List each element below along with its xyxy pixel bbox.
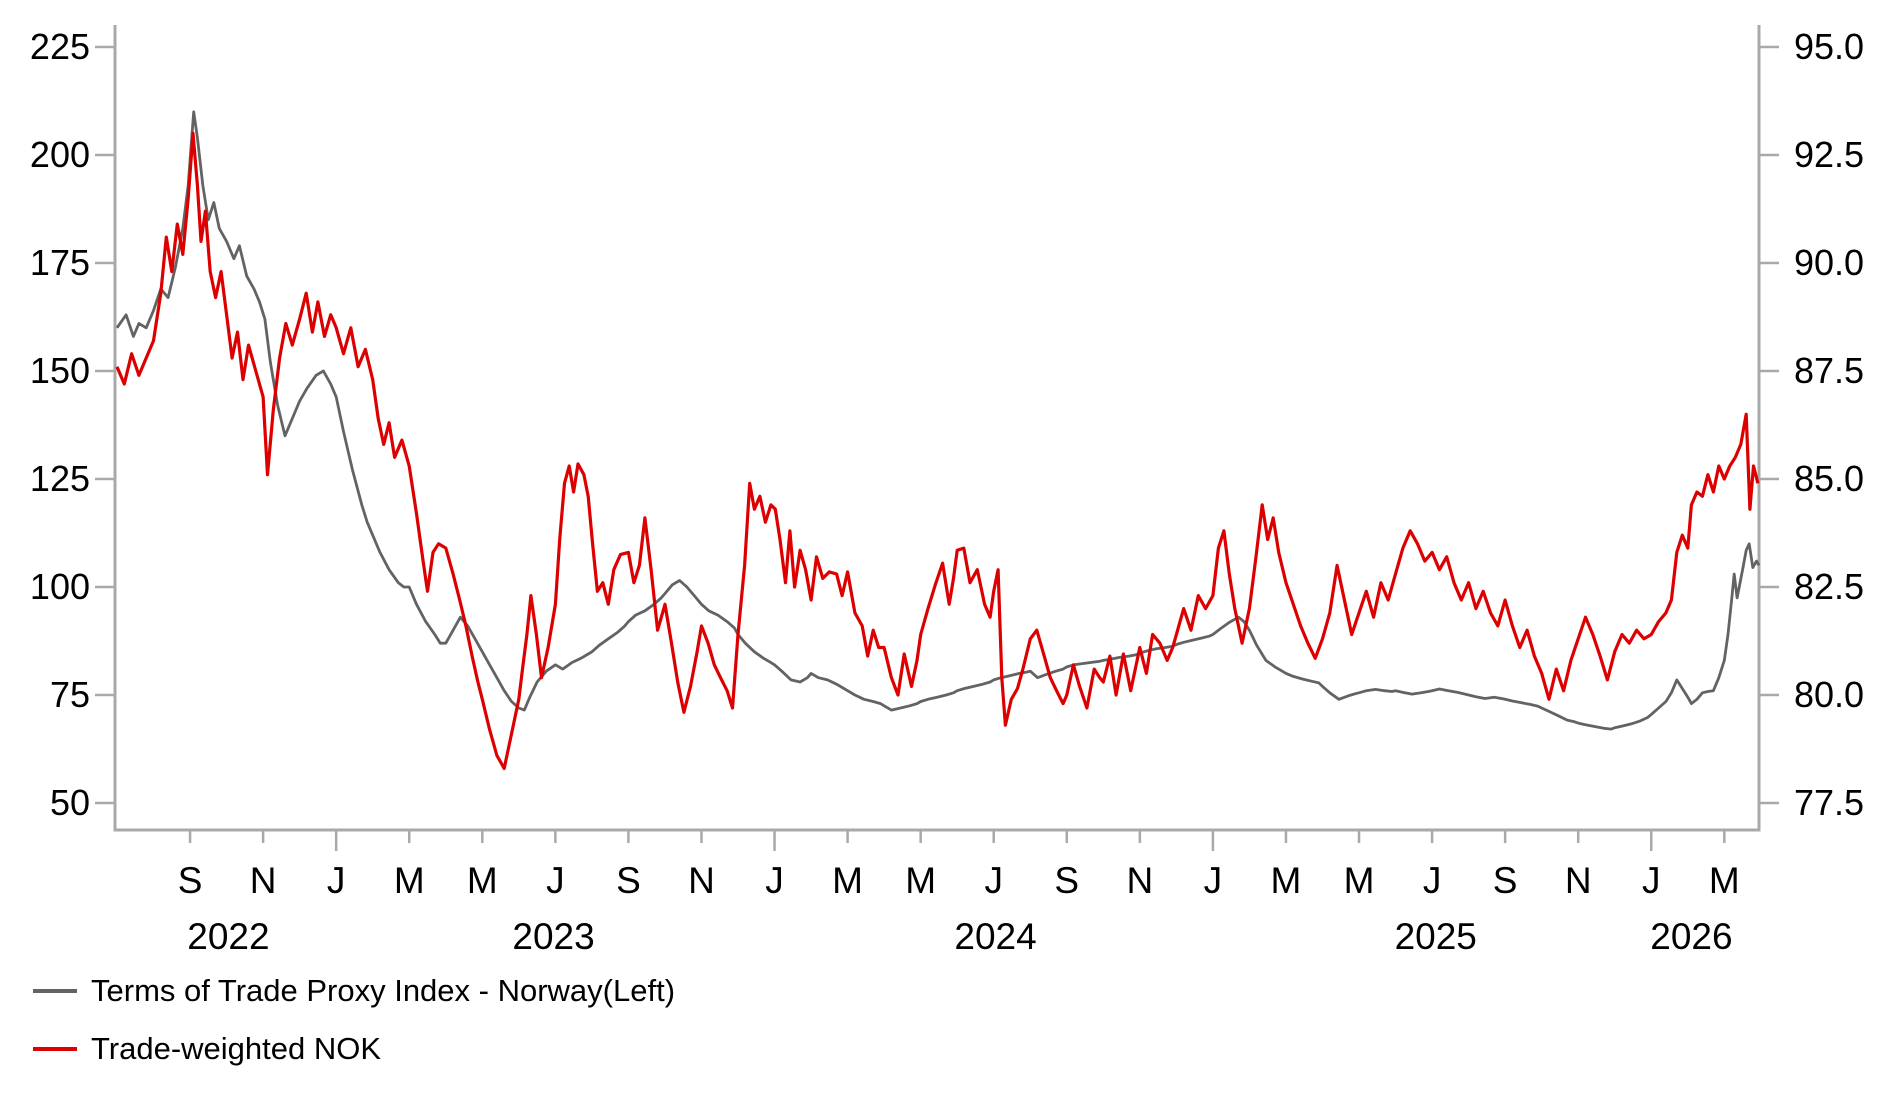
- x-axis-month-label: M: [1708, 860, 1740, 901]
- x-axis-month-label: M: [832, 860, 864, 901]
- left-axis-tick-label: 125: [29, 458, 90, 499]
- left-axis-tick-label: 175: [29, 242, 90, 283]
- right-axis-tick-label: 82.5: [1794, 566, 1865, 607]
- legend-label: Trade-weighted NOK: [91, 1031, 382, 1066]
- left-axis-tick-label: 75: [49, 674, 90, 715]
- legend-item-trade-weighted-nok: Trade-weighted NOK: [33, 1020, 675, 1078]
- series-line-trade-weighted-nok: [115, 131, 1760, 771]
- gray-line-swatch-icon: [33, 989, 77, 993]
- x-axis-month-label: N: [1126, 860, 1154, 901]
- right-axis-tick-label: 85.0: [1794, 458, 1865, 499]
- x-axis-year-label: 2024: [954, 916, 1037, 957]
- series-line-terms-of-trade: [115, 110, 1761, 731]
- x-axis-month-label: J: [546, 860, 565, 901]
- x-axis-year-label: 2023: [512, 916, 595, 957]
- legend-item-terms-of-trade: Terms of Trade Proxy Index - Norway(Left…: [33, 962, 675, 1020]
- x-axis-year-label: 2026: [1650, 916, 1733, 957]
- left-axis-tick-label: 150: [29, 350, 90, 391]
- x-axis-month-label: S: [1054, 860, 1080, 901]
- right-axis-tick-label: 95.0: [1794, 26, 1865, 67]
- legend-label: Terms of Trade Proxy Index - Norway(Left…: [91, 973, 676, 1008]
- x-axis-year-label: 2025: [1394, 916, 1477, 957]
- left-axis-tick-label: 50: [49, 782, 90, 823]
- left-axis-tick-label: 200: [29, 134, 90, 175]
- x-axis-month-label: M: [1343, 860, 1375, 901]
- x-axis-month-label: J: [984, 860, 1003, 901]
- x-axis-month-label: M: [393, 860, 425, 901]
- right-axis-tick-label: 77.5: [1794, 782, 1865, 823]
- x-axis-month-label: J: [765, 860, 784, 901]
- right-axis-tick-label: 80.0: [1794, 674, 1865, 715]
- x-axis-month-label: N: [249, 860, 277, 901]
- x-axis-month-label: M: [1270, 860, 1302, 901]
- red-line-swatch-icon: [33, 1047, 77, 1051]
- left-axis-tick-label: 100: [29, 566, 90, 607]
- x-axis-month-label: S: [177, 860, 203, 901]
- x-axis-year-label: 2022: [187, 916, 270, 957]
- right-axis-tick-label: 87.5: [1794, 350, 1865, 391]
- x-axis-month-label: N: [1564, 860, 1592, 901]
- x-axis-month-label: M: [905, 860, 937, 901]
- right-axis-tick-label: 90.0: [1794, 242, 1865, 283]
- x-axis-month-label: S: [616, 860, 641, 901]
- x-axis-month-label: J: [326, 860, 346, 901]
- x-axis-month-label: M: [466, 860, 498, 901]
- left-axis-tick-label: 225: [29, 26, 90, 67]
- x-axis-month-label: J: [1642, 860, 1661, 901]
- x-axis-month-label: S: [1492, 860, 1518, 901]
- legend: Terms of Trade Proxy Index - Norway(Left…: [33, 962, 675, 1078]
- x-axis-month-label: N: [688, 860, 715, 901]
- right-axis-tick-label: 92.5: [1794, 134, 1865, 175]
- x-axis-month-label: J: [1422, 860, 1442, 901]
- x-axis-month-label: J: [1203, 860, 1223, 901]
